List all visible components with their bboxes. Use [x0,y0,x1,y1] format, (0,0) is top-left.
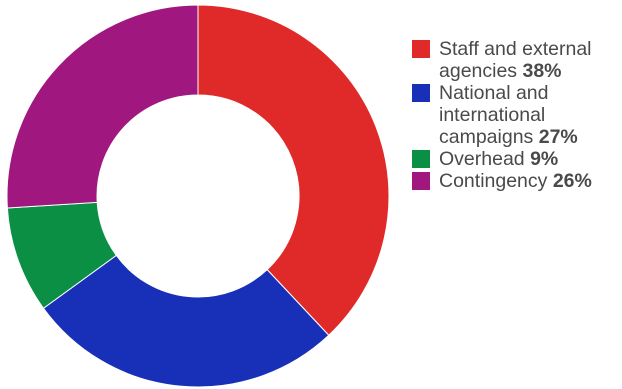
donut-slice-0 [197,4,390,336]
legend-item-3: Contingency 26% [412,170,620,192]
legend-label-2: Overhead [439,148,525,170]
legend-text-0: Staff and external agencies 38% [439,38,620,82]
legend-value-0: 38% [522,60,562,82]
donut-slice-1 [42,254,330,388]
legend-swatch-3 [412,172,430,190]
legend-swatch-0 [412,40,430,58]
donut-chart [6,4,390,388]
legend-swatch-1 [412,84,430,102]
legend-text-3: Contingency 26% [439,170,620,192]
legend-text-1: National and international campaigns 27% [439,82,620,148]
legend-label-1: National and international campaigns [439,82,549,148]
donut-slice-3 [6,4,199,209]
chart-legend: Staff and external agencies 38% National … [412,38,620,192]
legend-swatch-2 [412,150,430,168]
legend-label-3: Contingency [439,170,548,192]
legend-item-0: Staff and external agencies 38% [412,38,620,82]
legend-item-2: Overhead 9% [412,148,620,170]
legend-value-3: 26% [552,170,592,192]
legend-value-1: 27% [538,126,578,148]
legend-item-1: National and international campaigns 27% [412,82,620,148]
legend-value-2: 9% [530,148,559,170]
legend-label-0: Staff and external agencies [439,38,592,82]
legend-text-2: Overhead 9% [439,148,620,170]
